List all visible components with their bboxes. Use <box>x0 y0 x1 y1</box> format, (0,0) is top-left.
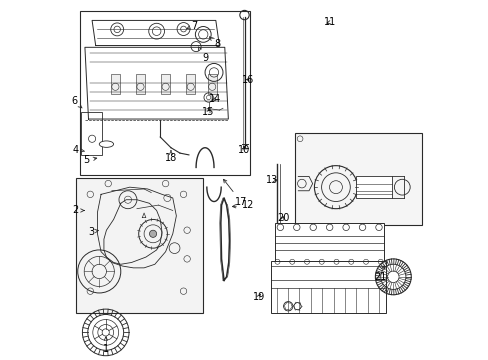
Text: 1: 1 <box>103 337 109 354</box>
Text: 18: 18 <box>164 150 177 163</box>
Text: 8: 8 <box>209 37 220 49</box>
Text: 13: 13 <box>265 175 278 185</box>
Bar <box>185 74 195 94</box>
Text: 3: 3 <box>88 227 98 237</box>
Bar <box>294 134 421 225</box>
Ellipse shape <box>99 141 113 147</box>
Text: 17: 17 <box>223 179 246 207</box>
Circle shape <box>149 230 156 237</box>
Bar <box>274 223 384 261</box>
Bar <box>136 74 145 94</box>
Text: 19: 19 <box>252 292 264 302</box>
Text: 4: 4 <box>73 144 84 154</box>
Text: 6: 6 <box>71 96 82 108</box>
Text: 10: 10 <box>238 144 250 154</box>
Text: 5: 5 <box>82 155 97 165</box>
Text: 9: 9 <box>198 47 208 63</box>
Text: 14: 14 <box>208 94 221 104</box>
Bar <box>161 74 170 94</box>
Bar <box>271 261 386 313</box>
Bar <box>110 74 120 94</box>
Text: 20: 20 <box>277 213 289 222</box>
Text: 7: 7 <box>186 21 197 31</box>
Bar <box>76 178 203 313</box>
Text: 16: 16 <box>242 75 254 85</box>
Bar <box>80 12 249 175</box>
Bar <box>355 176 391 198</box>
Bar <box>207 74 217 94</box>
Bar <box>81 112 102 155</box>
Text: 15: 15 <box>202 107 214 117</box>
Text: 11: 11 <box>324 17 336 27</box>
Text: 2: 2 <box>72 206 84 216</box>
Text: 21: 21 <box>374 266 386 282</box>
Text: 12: 12 <box>232 200 254 210</box>
